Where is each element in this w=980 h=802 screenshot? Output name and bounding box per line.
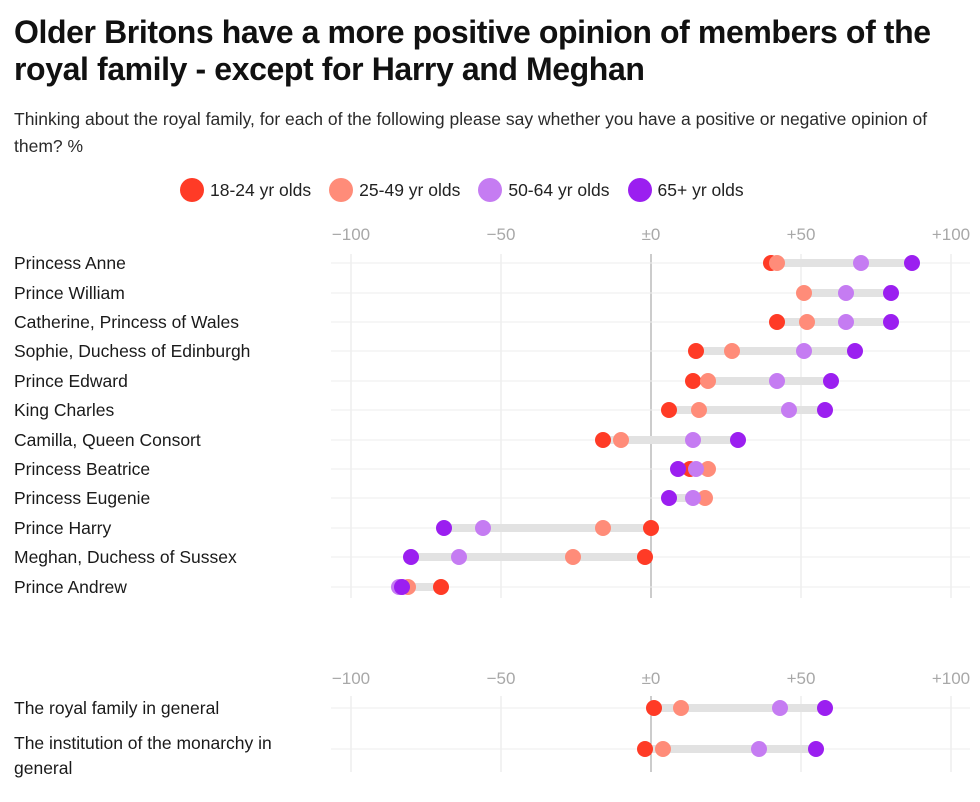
- panel-1-the-royal-family-in-general-dot-50-64-yr-olds: [772, 700, 788, 716]
- panel-1-the-institution-of-the-monarchy-in-general-dot-50-64-yr-olds: [751, 741, 767, 757]
- panel-1-the-royal-family-in-general-dot-25-49-yr-olds: [673, 700, 689, 716]
- panel-0-king-charles-dot-25-49-yr-olds: [691, 402, 707, 418]
- panel-0-meghan-duchess-of-sussex-dot-25-49-yr-olds: [565, 549, 581, 565]
- panel-0-prince-edward-dot-25-49-yr-olds: [700, 373, 716, 389]
- panel-0-prince-harry-dot-25-49-yr-olds: [595, 520, 611, 536]
- panel-0-princess-anne-dot-25-49-yr-olds: [769, 255, 785, 271]
- chart-subtitle: Thinking about the royal family, for eac…: [14, 109, 928, 156]
- panel-0-princess-anne-label: Princess Anne: [14, 253, 126, 273]
- panel-0-princess-eugenie-dot-65-yr-olds: [661, 490, 677, 506]
- panel-1-the-institution-of-the-monarchy-in-general-label: The institution of the monarchy in genera…: [14, 733, 272, 778]
- legend-label-65-plus: 65+ yr olds: [657, 179, 744, 200]
- panel-0-prince-andrew-label: Prince Andrew: [14, 577, 127, 597]
- panel-0-prince-andrew-dot-18-24-yr-olds: [433, 579, 449, 595]
- legend-label-25-49: 25-49 yr olds: [359, 179, 461, 200]
- legend: 18-24 yr olds 25-49 yr olds 50-64 yr old…: [180, 177, 762, 203]
- panel-0-meghan-duchess-of-sussex-dot-65-yr-olds: [403, 549, 419, 565]
- panel-0-prince-edward-dot-50-64-yr-olds: [769, 373, 785, 389]
- panel-0-camilla-queen-consort-dot-25-49-yr-olds: [613, 432, 629, 448]
- panel-0-meghan-duchess-of-sussex-dot-18-24-yr-olds: [637, 549, 653, 565]
- panel-0-tick-label-3: +50: [787, 225, 816, 244]
- panel-1-the-royal-family-in-general-label: The royal family in general: [14, 698, 219, 718]
- panel-1-tick-label-3: +50: [787, 669, 816, 688]
- panel-0-camilla-queen-consort-label: Camilla, Queen Consort: [14, 430, 201, 450]
- panel-0-meghan-duchess-of-sussex-label: Meghan, Duchess of Sussex: [14, 547, 237, 567]
- legend-label-18-24: 18-24 yr olds: [210, 179, 312, 200]
- panel-0-prince-william-dot-65-yr-olds: [883, 285, 899, 301]
- panel-0-sophie-duchess-of-edinburgh-label: Sophie, Duchess of Edinburgh: [14, 341, 250, 361]
- panel-0-tick-label-1: −50: [487, 225, 516, 244]
- legend-swatch-18-24: [180, 178, 204, 202]
- panel-1-tick-label-1: −50: [487, 669, 516, 688]
- panel-0-princess-beatrice-dot-25-49-yr-olds: [700, 461, 716, 477]
- panel-0-camilla-queen-consort-dot-50-64-yr-olds: [685, 432, 701, 448]
- legend-item-50-64: 50-64 yr olds: [478, 178, 610, 202]
- legend-swatch-25-49: [329, 178, 354, 202]
- legend-label-50-64: 50-64 yr olds: [508, 179, 610, 200]
- panel-1-tick-label-2: ±0: [642, 669, 661, 688]
- panel-0-prince-william-dot-25-49-yr-olds: [796, 285, 812, 301]
- panel-1-tick-label-0: −100: [332, 669, 370, 688]
- legend-swatch-50-64: [478, 178, 503, 202]
- panel-0-prince-william-label: Prince William: [14, 283, 125, 303]
- panel-0-prince-harry-dot-50-64-yr-olds: [475, 520, 491, 536]
- panel-0-camilla-queen-consort-dot-18-24-yr-olds: [595, 432, 611, 448]
- legend-swatch-65-plus: [627, 178, 652, 202]
- panel-0-prince-william-dot-50-64-yr-olds: [838, 285, 854, 301]
- legend-item-18-24: 18-24 yr olds: [180, 178, 311, 202]
- panel-0-sophie-duchess-of-edinburgh-dot-18-24-yr-olds: [688, 343, 704, 359]
- panel-0-prince-edward-dot-18-24-yr-olds: [685, 373, 701, 389]
- panel-1-the-institution-of-the-monarchy-in-general-dot-25-49-yr-olds: [655, 741, 671, 757]
- panel-0-camilla-queen-consort-dot-65-yr-olds: [730, 432, 746, 448]
- panel-0-tick-label-4: +100: [932, 225, 970, 244]
- panel-0-princess-anne-dot-50-64-yr-olds: [853, 255, 869, 271]
- panel-0-king-charles-dot-18-24-yr-olds: [661, 402, 677, 418]
- panel-0-prince-harry-dot-18-24-yr-olds: [643, 520, 659, 536]
- panel-0-prince-edward-dot-65-yr-olds: [823, 373, 839, 389]
- panel-0-prince-andrew-dot-65-yr-olds: [394, 579, 410, 595]
- panel-0-princess-eugenie-dot-50-64-yr-olds: [685, 490, 701, 506]
- panel-1-the-royal-family-in-general-dot-18-24-yr-olds: [646, 700, 662, 716]
- panel-0-meghan-duchess-of-sussex-dot-50-64-yr-olds: [451, 549, 467, 565]
- panel-0-catherine-princess-of-wales-dot-65-yr-olds: [883, 314, 899, 330]
- panel-0-sophie-duchess-of-edinburgh-dot-50-64-yr-olds: [796, 343, 812, 359]
- panel-0-sophie-duchess-of-edinburgh-dot-25-49-yr-olds: [724, 343, 740, 359]
- panel-0-catherine-princess-of-wales-dot-25-49-yr-olds: [799, 314, 815, 330]
- panel-0-princess-beatrice-label: Princess Beatrice: [14, 459, 150, 479]
- panel-1-the-institution-of-the-monarchy-in-general-dot-18-24-yr-olds: [637, 741, 653, 757]
- panel-0-princess-eugenie-label: Princess Eugenie: [14, 488, 150, 508]
- panel-1-tick-label-4: +100: [932, 669, 970, 688]
- panel-0-king-charles-dot-65-yr-olds: [817, 402, 833, 418]
- panel-0-prince-edward-label: Prince Edward: [14, 371, 128, 391]
- panel-0-princess-beatrice-dot-50-64-yr-olds: [688, 461, 704, 477]
- panel-0-princess-beatrice-dot-65-yr-olds: [670, 461, 686, 477]
- panel-0-catherine-princess-of-wales-dot-18-24-yr-olds: [769, 314, 785, 330]
- legend-item-25-49: 25-49 yr olds: [329, 178, 460, 202]
- panel-0-tick-label-0: −100: [332, 225, 370, 244]
- panel-1-the-institution-of-the-monarchy-in-general-dot-65-yr-olds: [808, 741, 824, 757]
- panel-0-catherine-princess-of-wales-label: Catherine, Princess of Wales: [14, 312, 239, 332]
- panel-0-prince-harry-dot-65-yr-olds: [436, 520, 452, 536]
- panel-1-the-royal-family-in-general-dot-65-yr-olds: [817, 700, 833, 716]
- panel-0-princess-anne-dot-65-yr-olds: [904, 255, 920, 271]
- legend-item-65-plus: 65+ yr olds: [627, 178, 744, 202]
- panel-0-tick-label-2: ±0: [642, 225, 661, 244]
- panel-0-prince-harry-label: Prince Harry: [14, 518, 111, 538]
- chart-title: Older Britons have a more positive opini…: [14, 14, 931, 87]
- panel-0-catherine-princess-of-wales-dot-50-64-yr-olds: [838, 314, 854, 330]
- panel-0-king-charles-dot-50-64-yr-olds: [781, 402, 797, 418]
- panel-0-king-charles-label: King Charles: [14, 400, 114, 420]
- panel-0-sophie-duchess-of-edinburgh-dot-65-yr-olds: [847, 343, 863, 359]
- panel-0-princess-eugenie-dot-25-49-yr-olds: [697, 490, 713, 506]
